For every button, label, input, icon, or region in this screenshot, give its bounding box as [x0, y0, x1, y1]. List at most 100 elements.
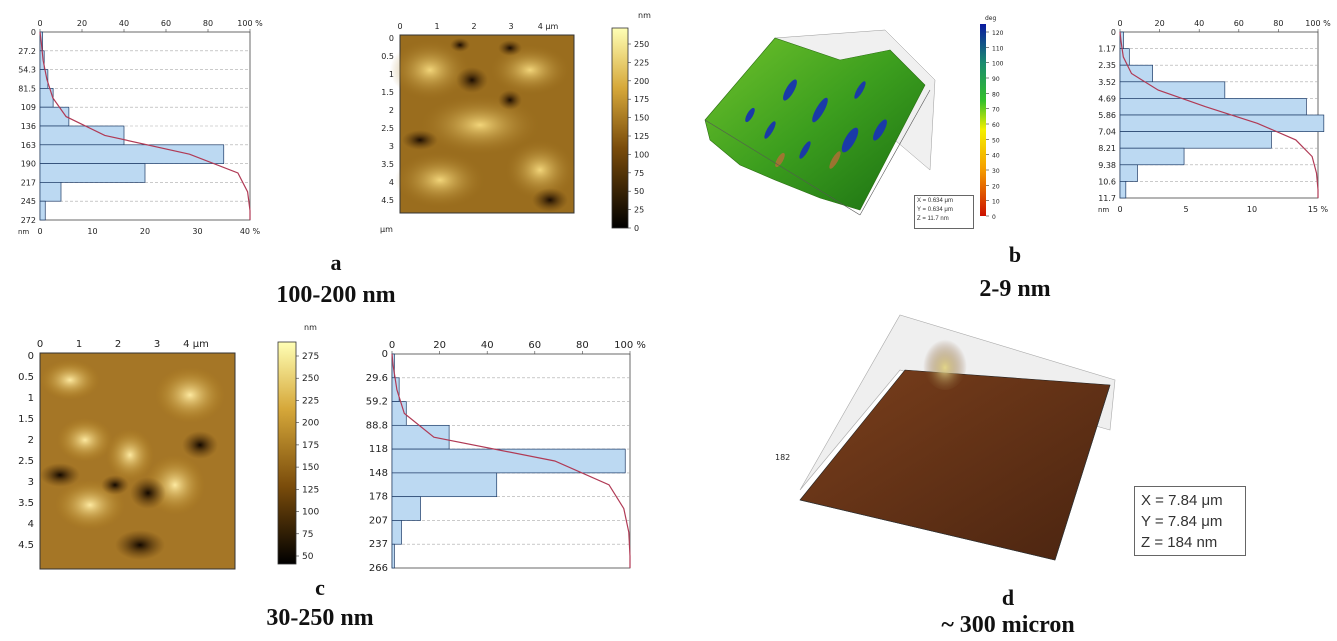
readout-b-x: X = 0.634 μm [917, 198, 953, 204]
colorbar-c-gradient [277, 341, 297, 565]
afm-y-tick: 3 [28, 477, 34, 488]
histC-top-tick: 20 [433, 340, 446, 351]
afm-y-tick: 1.5 [18, 414, 34, 425]
colorbar-tick: 175 [302, 441, 319, 451]
afm-y-tick: 3.5 [381, 160, 394, 169]
surface-3d-d-peak [923, 334, 967, 390]
colorbar-a-gradient [611, 27, 629, 229]
afm-y-tick: 0 [28, 351, 34, 362]
colorbar-tick: 150 [302, 463, 319, 473]
histB-bar [1119, 98, 1307, 116]
colorbar-tick: 250 [302, 374, 319, 384]
histC-bar [391, 543, 395, 569]
afm-y-tick: 1 [389, 70, 394, 79]
histB-bottom-tick: 5 [1183, 205, 1188, 214]
histB-top-tick: 20 [1155, 19, 1165, 28]
histC-y-tick: 207 [369, 515, 388, 526]
afm-x-tick: 1 [76, 339, 82, 350]
colorbar-tick: 120 [992, 30, 1004, 37]
afm-image-a-unit: μm [380, 225, 393, 234]
histB-y-tick: 9.38 [1098, 161, 1116, 170]
histC-y-tick: 237 [369, 539, 388, 550]
afm-y-tick: 0 [389, 34, 394, 43]
histA-y-tick: 81.5 [18, 84, 36, 93]
colorbar-tick: 25 [634, 206, 644, 215]
histogram-b: 0 1.17 2.35 3.52 4.69 5.86 7.04 8.21 9.38 10.6 11.… [1090, 6, 1337, 221]
colorbar-tick: 75 [302, 530, 313, 540]
histC-top-tick: 100 % [614, 340, 646, 351]
histB-y-tick: 1.17 [1098, 45, 1116, 54]
histB-y-tick: 0 [1111, 28, 1116, 37]
surface-3d-d-surface [799, 369, 1111, 561]
histA-bottom-tick: 30 [192, 227, 202, 236]
histA-top-tick: 80 [203, 19, 213, 28]
caption-letter-d: d [1001, 585, 1015, 610]
histB-bar [1119, 147, 1185, 166]
histA-top-tick: 60 [161, 19, 171, 28]
histC-cumulative-curve [391, 353, 631, 568]
colorbar-tick: 40 [992, 153, 1000, 160]
afm-y-tick: 2.5 [381, 124, 394, 133]
histB-top-tick: 60 [1234, 19, 1244, 28]
histA-y-tick: 109 [21, 103, 36, 112]
colorbar-tick: 50 [992, 137, 1000, 144]
caption-letter-c: c [315, 575, 325, 600]
histC-top-tick: 80 [576, 340, 589, 351]
histA-y-tick: 245 [21, 197, 36, 206]
caption-range-d: ~ 300 micron [941, 612, 1075, 638]
colorbar-tick: 175 [634, 95, 649, 104]
afm-x-tick: 4 μm [183, 339, 209, 350]
colorbar-tick: 100 [992, 61, 1004, 68]
colorbar-tick: 50 [302, 552, 314, 562]
histB-y-tick: 7.04 [1098, 128, 1116, 137]
histC-bar [391, 496, 421, 521]
histogram-c: 0 29.6 59.2 88.8 118 148 178 207 237 266 0 20 40 60 80… [340, 330, 646, 574]
surface-3d-b-streaks [745, 79, 887, 159]
caption-letter-a: a [330, 250, 342, 275]
colorbar-tick: 100 [302, 508, 319, 518]
readout-d: X = 7.84 μm Y = 7.84 μm Z = 184 nm [1134, 486, 1246, 556]
histB-y-tick: 10.6 [1098, 177, 1116, 186]
readout-d-y: Y = 7.84 μm [1141, 513, 1223, 530]
histC-y-tick: 118 [369, 444, 388, 455]
histC-y-tick: 59.2 [366, 397, 388, 408]
afm-y-tick: 4 [389, 178, 394, 187]
afm-x-tick: 1 [434, 22, 439, 31]
histA-bar [39, 125, 125, 146]
histB-y-unit: nm [1098, 206, 1109, 214]
histA-y-tick: 163 [21, 141, 36, 150]
colorbar-tick: 10 [992, 199, 1000, 206]
histC-bar [391, 424, 450, 450]
surface-3d-b-surface [704, 37, 926, 211]
colorbar-tick: 150 [634, 114, 649, 123]
histA-bar [39, 163, 146, 183]
readout-b-y: Y = 0.634 μm [917, 207, 953, 213]
afm-x-tick: 2 [115, 339, 121, 350]
histB-bottom-tick: 15 % [1308, 205, 1329, 214]
afm-y-tick: 3.5 [18, 498, 34, 509]
caption-range-b: 2-9 nm [979, 276, 1051, 302]
histA-y-tick: 0 [31, 28, 36, 37]
histogram-a: 0 27.2 54.3 81.5 109 136 163 190 217 245 272 nm 0 20 4… [0, 6, 270, 238]
histB-top-tick: 80 [1273, 19, 1283, 28]
histA-cumulative-curve [39, 31, 251, 220]
histC-y-tick: 0 [382, 349, 388, 360]
colorbar-tick: 275 [302, 352, 319, 362]
colorbar-tick: 100 [634, 150, 649, 159]
histA-bar [39, 106, 70, 127]
histA-y-tick: 27.2 [18, 47, 36, 56]
afm-y-tick: 4.5 [381, 196, 394, 205]
afm-x-tick: 3 [154, 339, 160, 350]
colorbar-tick: 250 [634, 40, 649, 49]
caption-range-a: 100-200 nm [276, 282, 396, 308]
histA-y-tick: 217 [21, 178, 36, 187]
histB-bar [1119, 181, 1127, 199]
colorbar-a: nm 250 225 200 175 150 125 100 75 50 25 0 [600, 10, 670, 235]
histB-bottom-tick: 10 [1247, 205, 1257, 214]
afm-image-a-texture [390, 38, 575, 212]
histB-top-tick: 100 % [1305, 19, 1331, 28]
histB-y-tick: 5.86 [1098, 111, 1116, 120]
histA-y-tick: 190 [21, 160, 36, 169]
readout-d-x: X = 7.84 μm [1141, 492, 1223, 509]
colorbar-b: deg 120 110 100 90 80 70 60 50 40 30 20 10 0 [968, 12, 1018, 222]
